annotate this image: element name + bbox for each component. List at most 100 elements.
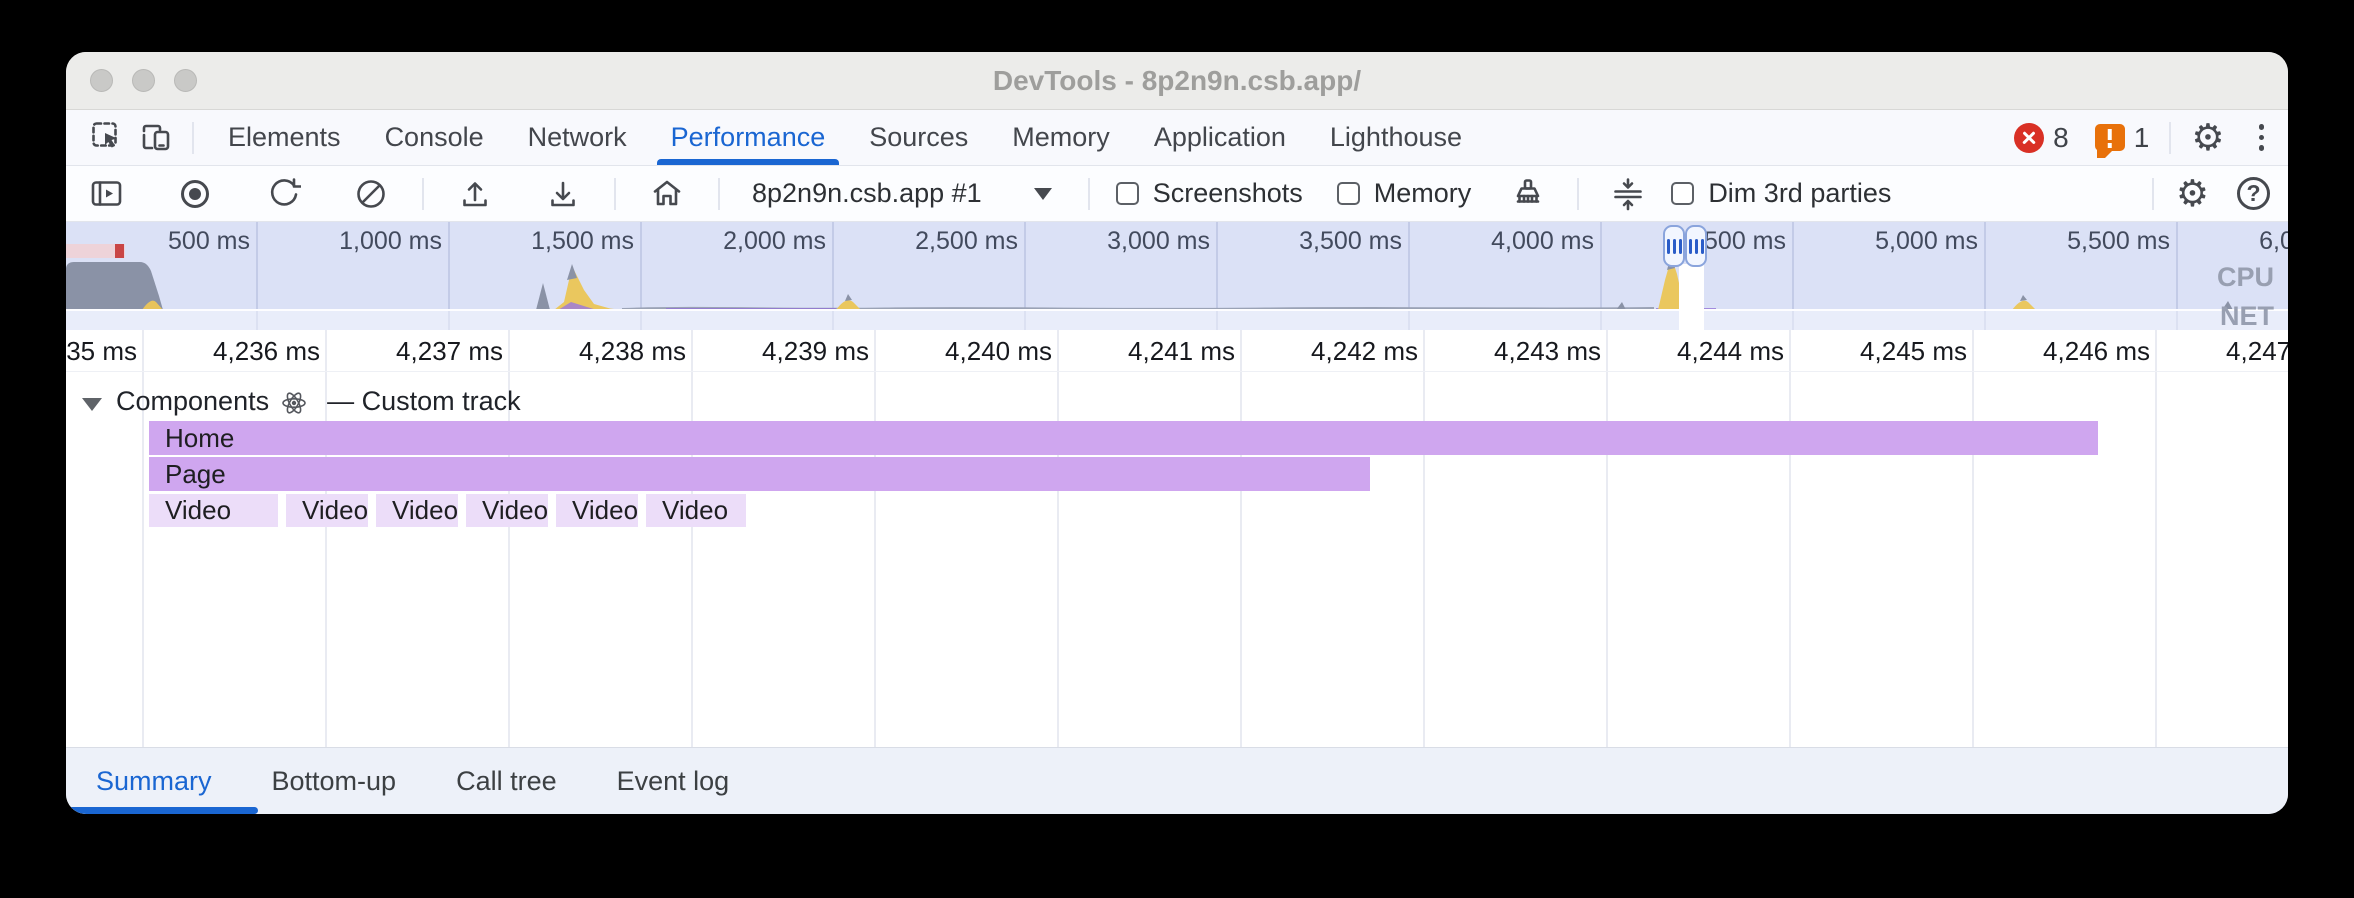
collect-garbage-button[interactable]: [1505, 171, 1551, 217]
separator: [2151, 177, 2154, 210]
target-selector[interactable]: 8p2n9n.csb.app #1: [752, 178, 1052, 209]
tab-lighthouse[interactable]: Lighthouse: [1329, 122, 1463, 152]
track-bar-video[interactable]: Video: [149, 494, 278, 527]
tab-summary[interactable]: Summary: [96, 765, 212, 796]
separator: [192, 121, 194, 154]
ruler-tick: 4,238 ms: [579, 336, 686, 366]
load-profile-button[interactable]: [452, 171, 498, 217]
clear-button[interactable]: [348, 171, 394, 217]
track-bar-video[interactable]: Video: [286, 494, 368, 527]
ruler-tick: 4,242 ms: [1311, 336, 1418, 366]
screenshots-checkbox[interactable]: Screenshots: [1115, 178, 1303, 209]
toggle-sidebar-button[interactable]: [84, 171, 130, 217]
chevron-down-icon: [1033, 187, 1052, 200]
tab-performance[interactable]: Performance: [649, 110, 848, 165]
timeline-overview[interactable]: 500 ms 1,000 ms 1,500 ms 2,000 ms 2,500 ms 3,…: [66, 222, 2288, 330]
more-options-icon[interactable]: [2255, 120, 2269, 155]
checkbox-box: [1671, 182, 1695, 205]
dim-3rd-parties-checkbox[interactable]: Dim 3rd parties: [1671, 178, 1891, 209]
tab-console[interactable]: Console: [384, 122, 484, 152]
net-label: NET: [2220, 301, 2274, 330]
separator: [422, 177, 424, 210]
ruler-tick: 2,000 ms: [723, 227, 826, 255]
custom-track-header[interactable]: Components — Custom track: [78, 386, 521, 417]
close-window-button[interactable]: [90, 69, 113, 92]
timeline-detail[interactable]: 4,235 ms 4,236 ms 4,237 ms 4,238 ms 4,239 ms…: [66, 330, 2288, 747]
cpu-label: CPU: [2216, 262, 2274, 292]
atom-icon: [282, 391, 306, 414]
inspect-cursor-icon: [92, 121, 117, 148]
minimize-window-button[interactable]: [132, 69, 155, 92]
overview-network-bar: [66, 244, 125, 258]
reload-and-record-button[interactable]: [260, 171, 306, 217]
ruler-tick: 2,500 ms: [915, 227, 1018, 255]
selection-left-handle[interactable]: [1663, 225, 1685, 267]
traffic-lights: [66, 69, 197, 92]
tab-network[interactable]: Network: [527, 122, 627, 152]
tab-call-tree[interactable]: Call tree: [456, 765, 557, 796]
overview-net-strip: [66, 309, 2288, 330]
tab-sources[interactable]: Sources: [869, 122, 969, 152]
issues-icon[interactable]: [2094, 124, 2125, 158]
detail-ruler: 4,235 ms 4,236 ms 4,237 ms 4,238 ms 4,239 ms…: [66, 330, 2288, 372]
collapse-triangle-icon: [82, 398, 102, 411]
ruler-tick: 1,500 ms: [531, 227, 634, 255]
track-row-video: Video Video Video Video Video Video: [66, 494, 2288, 527]
live-metrics-home-button[interactable]: [644, 171, 690, 217]
settings-gear-icon[interactable]: ⚙: [2191, 116, 2225, 159]
reload-icon: [270, 177, 301, 206]
clear-icon: [357, 179, 385, 208]
tab-elements[interactable]: Elements: [228, 122, 341, 152]
selection-right-handle[interactable]: [1685, 225, 1707, 267]
main-tabbar: Elements Console Network Performance Sources…: [66, 110, 2288, 166]
device-toolbar-button[interactable]: [132, 115, 180, 161]
issue-count[interactable]: 1: [2133, 121, 2150, 153]
devtools-window: DevTools - 8p2n9n.csb.app/ Elements Conso…: [66, 52, 2288, 814]
memory-checkbox[interactable]: Memory: [1336, 178, 1471, 209]
dim-3rd-parties-label: Dim 3rd parties: [1708, 178, 1892, 208]
console-errors-icon[interactable]: [2014, 122, 2045, 153]
tabbar-right-cluster: 8 1 ⚙: [2014, 116, 2288, 159]
help-icon[interactable]: ?: [2237, 177, 2270, 210]
tab-memory[interactable]: Memory: [1012, 122, 1110, 152]
device-toolbar-icon: [142, 124, 170, 150]
overview-ruler: 500 ms 1,000 ms 1,500 ms 2,000 ms 2,500 ms 3,…: [66, 222, 2288, 262]
track-bar-video[interactable]: Video: [376, 494, 458, 527]
sidebar-panel-icon: [91, 180, 122, 206]
ruler-tick: 4,000 ms: [1491, 227, 1594, 255]
shortcuts-dialog-button[interactable]: [1605, 171, 1651, 217]
tab-event-log[interactable]: Event log: [616, 765, 730, 796]
compress-icon: [1614, 177, 1643, 210]
track-bar-home[interactable]: Home: [149, 421, 2098, 455]
ruler-tick: 4,245 ms: [1860, 336, 1967, 366]
track-bar-video[interactable]: Video: [466, 494, 548, 527]
tab-bottom-up[interactable]: Bottom-up: [271, 765, 397, 796]
selection-window[interactable]: [1679, 264, 1704, 330]
upload-icon: [463, 181, 487, 206]
capture-settings-gear-icon[interactable]: ⚙: [2175, 172, 2209, 215]
track-bar-video[interactable]: Video: [556, 494, 638, 527]
separator: [718, 177, 720, 210]
ruler-tick: 4,239 ms: [762, 336, 869, 366]
panel-tabs: Elements Console Network Performance Sources…: [206, 110, 1484, 165]
track-title-prefix: Components: [116, 386, 270, 416]
checkbox-box: [1115, 182, 1139, 205]
ruler-tick: 5,000 ms: [1875, 227, 1978, 255]
bottom-tabbar: Summary Bottom-up Call tree Event log: [66, 747, 2288, 814]
zoom-window-button[interactable]: [174, 69, 197, 92]
ruler-tick: 4,237 ms: [396, 336, 503, 366]
target-selector-value: 8p2n9n.csb.app #1: [752, 178, 982, 208]
inspect-element-button[interactable]: [84, 115, 132, 161]
track-bar-page[interactable]: Page: [149, 457, 1370, 491]
titlebar: DevTools - 8p2n9n.csb.app/: [66, 52, 2288, 110]
record-button[interactable]: [172, 171, 218, 217]
home-icon: [653, 180, 681, 205]
error-count[interactable]: 8: [2053, 121, 2069, 153]
ruler-tick: 4,235 ms: [66, 336, 137, 366]
track-bar-video[interactable]: Video: [646, 494, 746, 527]
track-title-suffix: — Custom track: [327, 386, 521, 416]
tab-application[interactable]: Application: [1153, 122, 1286, 152]
ruler-tick: 3,500 ms: [1299, 227, 1402, 255]
separator: [1087, 177, 1090, 210]
save-profile-button[interactable]: [540, 171, 586, 217]
